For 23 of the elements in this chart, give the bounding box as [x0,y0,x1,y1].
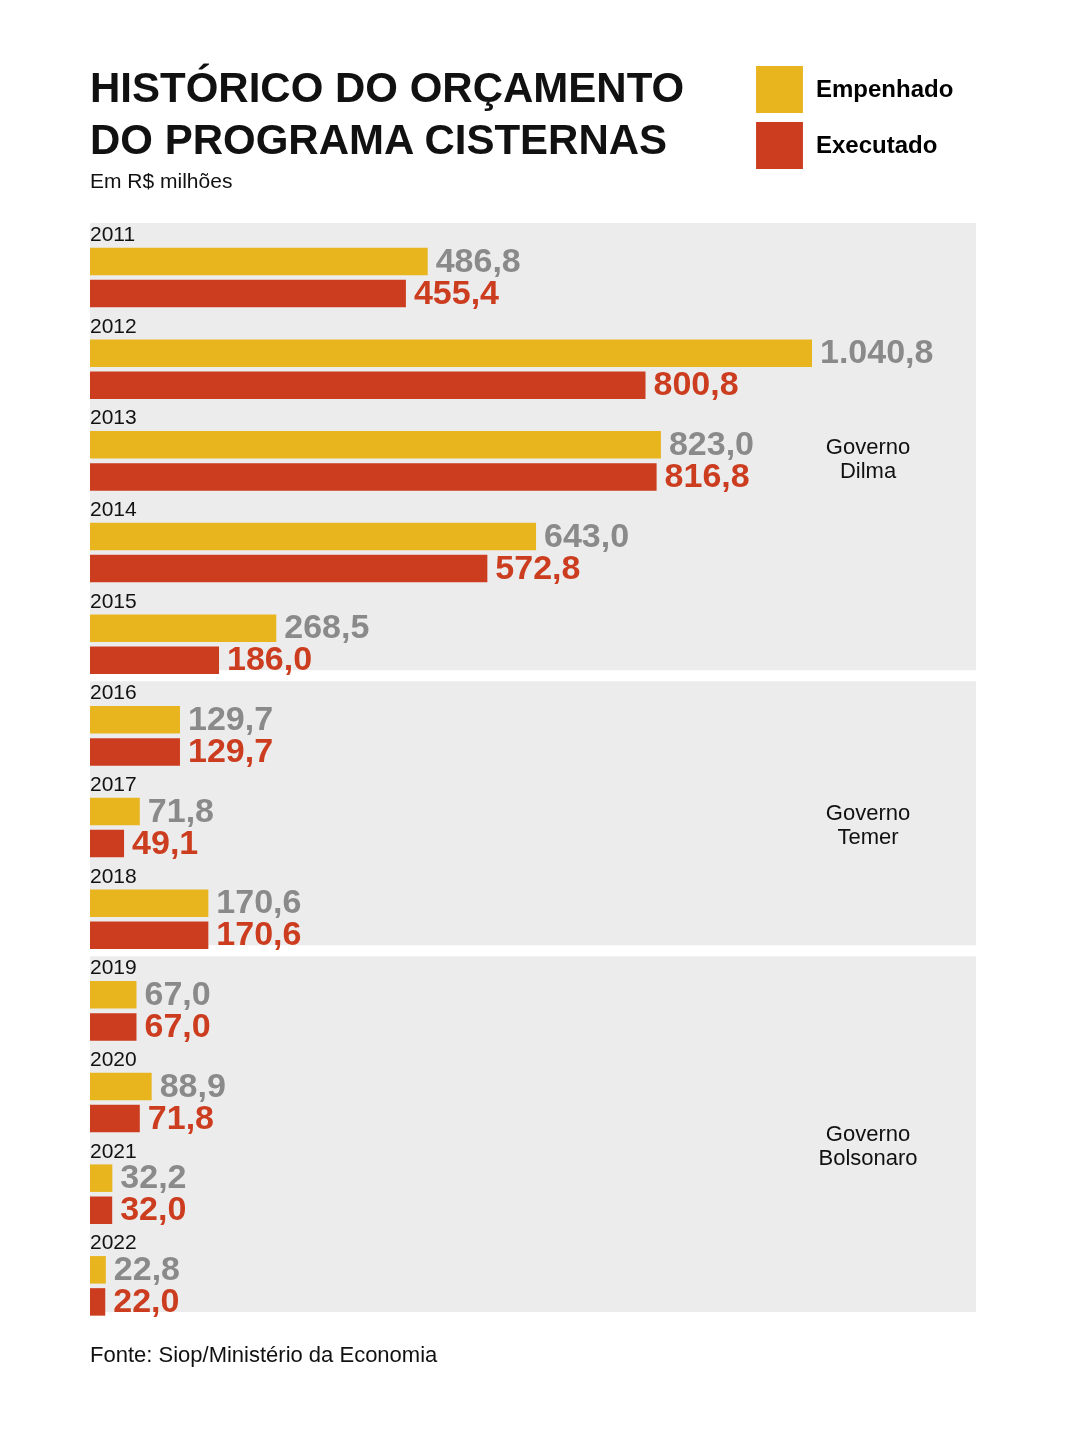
y-tick-label: 2015 [90,588,137,612]
chart-title: HISTÓRICO DO ORÇAMENTO DO PROGRAMA CISTERNAS [90,63,685,163]
data-label: 67,0 [144,973,211,1012]
y-tick-label: 2018 [90,863,137,887]
y-tick-label: 2020 [90,1046,137,1070]
y-tick-label: 2016 [90,680,137,704]
band-label: Governo Temer [825,800,911,850]
y-tick-label: 2014 [90,496,138,520]
data-label: 1.040,8 [820,332,934,371]
y-tick-label: 2011 [90,221,136,245]
y-tick-label: 2017 [90,771,137,795]
band-label: Governo Bolsonaro [818,1121,918,1171]
source-note: Fonte: Siop/Ministério da Economia [90,1342,439,1368]
chart-subtitle: Em R$ milhões [90,169,233,192]
legend-label: Executado [816,130,938,158]
y-tick-label: 2022 [90,1230,137,1254]
band-label: Governo Dilma [825,433,911,483]
data-label: 170,6 [216,882,302,921]
y-tick-label: 2019 [90,955,137,979]
legend-label: Empenhado [816,74,954,102]
data-label: 800,8 [653,364,739,403]
y-tick-label: 2013 [90,405,137,429]
y-tick-label: 2012 [90,313,137,337]
